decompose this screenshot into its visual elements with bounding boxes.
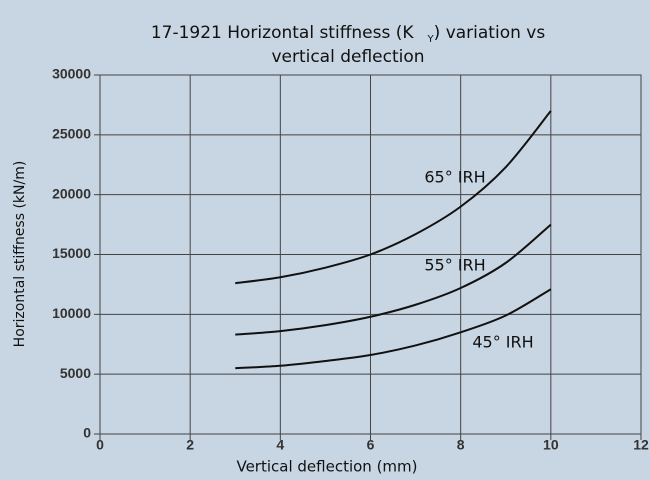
series-label: 45° IRH <box>472 333 533 352</box>
chart-title-line2: vertical deflection <box>271 47 424 67</box>
x-tick-label: 10 <box>543 437 559 453</box>
plot-border <box>99 74 642 435</box>
x-tick-label: 4 <box>276 437 284 453</box>
x-tick-label: 2 <box>186 437 194 453</box>
y-tick-label: 10000 <box>52 305 91 321</box>
y-tick-label: 30000 <box>52 66 91 82</box>
series-label: 65° IRH <box>424 168 485 187</box>
y-tick-label: 5000 <box>60 365 91 381</box>
series-label: 55° IRH <box>424 256 485 275</box>
series-line <box>235 110 552 285</box>
y-tick-label: 20000 <box>52 185 91 201</box>
title-part: 17-1921 Horizontal stiffness (K <box>151 23 415 43</box>
x-tick-label: 12 <box>633 437 649 453</box>
series-line <box>235 288 552 370</box>
x-tick-label: 6 <box>367 437 375 453</box>
y-tick-label: 25000 <box>52 126 91 142</box>
chart-title: 17-1921 Horizontal stiffness (K Y) variat… <box>151 23 546 45</box>
series-line <box>235 223 552 336</box>
y-axis-label: Horizontal stiffness (kN/m) <box>12 161 28 348</box>
x-tick-label: 0 <box>96 437 104 453</box>
title-subscript: Y <box>427 34 435 45</box>
y-tick-label: 15000 <box>52 245 91 261</box>
y-tick-label: 0 <box>83 425 91 441</box>
x-tick-label: 8 <box>457 437 465 453</box>
title-part: ) variation vs <box>434 23 546 43</box>
x-axis-label: Vertical deflection (mm) <box>236 458 417 476</box>
